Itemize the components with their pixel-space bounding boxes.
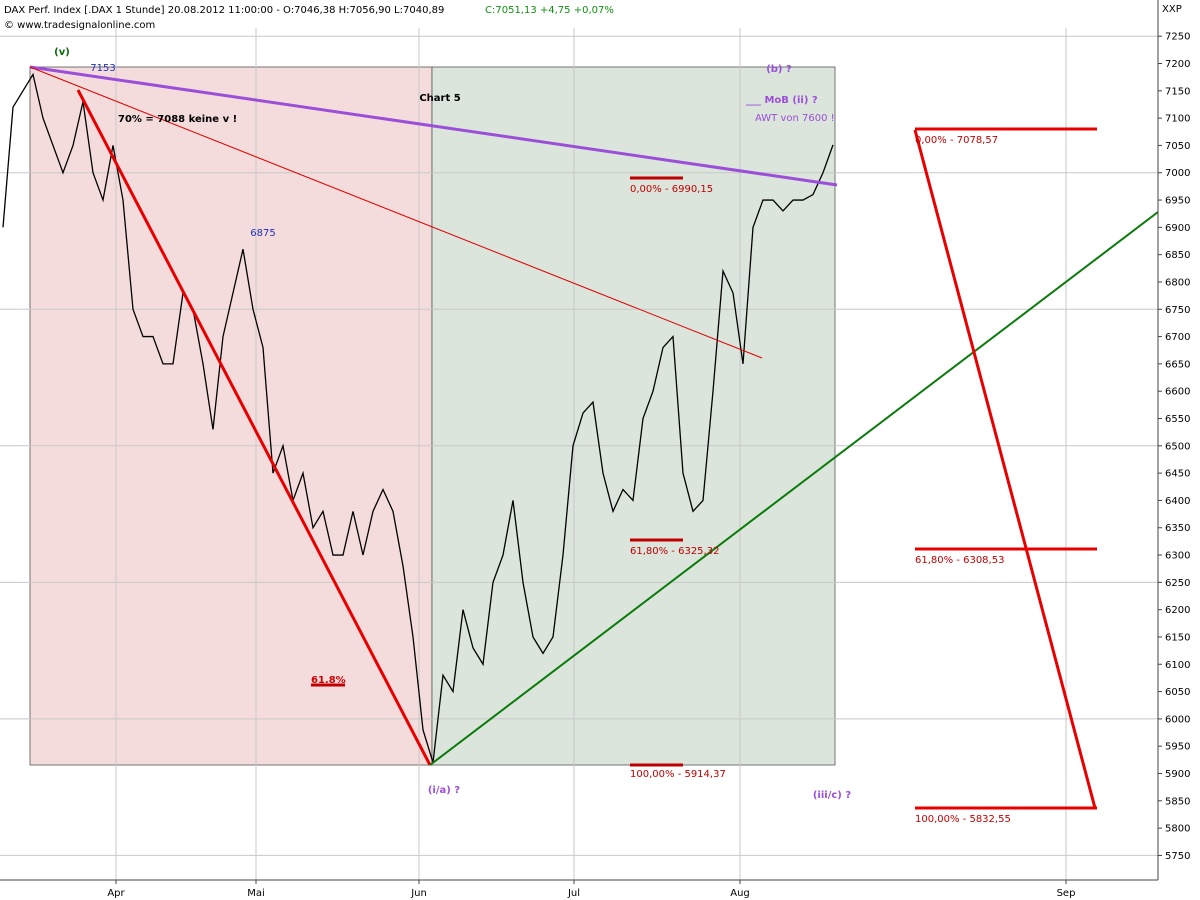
x-tick-label: Apr: [107, 888, 125, 899]
annotation: (b) ?: [766, 64, 792, 75]
y-tick-label: 7000: [1165, 168, 1190, 179]
x-tick-label: Jun: [410, 888, 427, 899]
annotation: 61,80% - 6308,53: [915, 555, 1004, 566]
annotation: 61.8%: [311, 675, 346, 686]
y-tick-label: 6600: [1165, 387, 1190, 398]
annotation: 0,00% - 7078,57: [915, 135, 998, 146]
y-tick-label: 5800: [1165, 824, 1190, 835]
x-tick-label: Sep: [1057, 888, 1076, 899]
y-tick-label: 7100: [1165, 114, 1190, 125]
x-tick-label: Jul: [567, 888, 580, 899]
annotation: AWT von 7600 !: [755, 113, 835, 124]
y-tick-label: 6550: [1165, 414, 1190, 425]
annotation: 7153: [90, 63, 115, 74]
y-tick-label: 6050: [1165, 687, 1190, 698]
y-tick-label: 7150: [1165, 86, 1190, 97]
annotation: 100,00% - 5832,55: [915, 814, 1011, 825]
y-tick-label: 6000: [1165, 714, 1190, 725]
y-tick-label: 5900: [1165, 769, 1190, 780]
trendline: [429, 211, 1159, 766]
y-tick-label: 7200: [1165, 59, 1190, 70]
annotations: (v) 7153 70% = 7088 keine v ! Chart 5 6875 61…: [54, 47, 1011, 825]
y-tick-label: 7050: [1165, 141, 1190, 152]
source: © www.tradesignalonline.com: [4, 20, 155, 31]
y-tick-label: 6300: [1165, 551, 1190, 562]
trendline: [29, 65, 838, 187]
y-tick-label: 6200: [1165, 605, 1190, 616]
shade-decline: [29, 66, 433, 766]
y-tick-label: 6900: [1165, 223, 1190, 234]
y-tick-label: 6800: [1165, 277, 1190, 288]
annotation: (v): [54, 47, 70, 58]
y-tick-label: 6500: [1165, 441, 1190, 452]
annotation: 61,80% - 6325,32: [630, 546, 719, 557]
y-tick-label: 6150: [1165, 632, 1190, 643]
series: [2, 72, 834, 763]
annotation: (iii/c) ?: [813, 790, 851, 801]
y-tick-label: 5750: [1165, 851, 1190, 862]
annotation: Chart 5: [419, 93, 460, 104]
annotation: 0,00% - 6990,15: [630, 184, 713, 195]
corner-label: XXP: [1162, 4, 1182, 15]
y-tick-label: 7250: [1165, 32, 1190, 43]
annotation: ___ MoB (ii) ?: [746, 95, 818, 106]
annotation: 100,00% - 5914,37: [630, 769, 726, 780]
annotation: 6875: [250, 228, 275, 239]
y-tick-label: 6350: [1165, 523, 1190, 534]
trendline: [29, 66, 763, 359]
shade-rise: [431, 66, 836, 766]
projection: [913, 129, 1097, 809]
y-tick-label: 6250: [1165, 578, 1190, 589]
y-tick-label: 6450: [1165, 469, 1190, 480]
y-tick-label: 6700: [1165, 332, 1190, 343]
header-change: C:7051,13 +4,75 +0,07%: [485, 5, 614, 16]
annotation: 70% = 7088 keine v !: [118, 114, 237, 125]
y-tick-label: 6650: [1165, 359, 1190, 370]
y-tick-label: 6750: [1165, 305, 1190, 316]
y-tick-label: 6950: [1165, 196, 1190, 207]
x-tick-label: Aug: [730, 888, 750, 899]
grid: [0, 28, 1158, 880]
annotation: (i/a) ?: [428, 785, 460, 796]
y-tick-label: 6400: [1165, 496, 1190, 507]
trendline: [76, 89, 432, 766]
price-line: [2, 72, 834, 763]
y-tick-label: 5950: [1165, 742, 1190, 753]
y-tick-label: 6100: [1165, 660, 1190, 671]
header: DAX Perf. Index [.DAX 1 Stunde] 20.08.20…: [4, 5, 444, 16]
y-tick-label: 5850: [1165, 796, 1190, 807]
y-tick-label: 6850: [1165, 250, 1190, 261]
x-tick-label: Mai: [247, 888, 265, 899]
